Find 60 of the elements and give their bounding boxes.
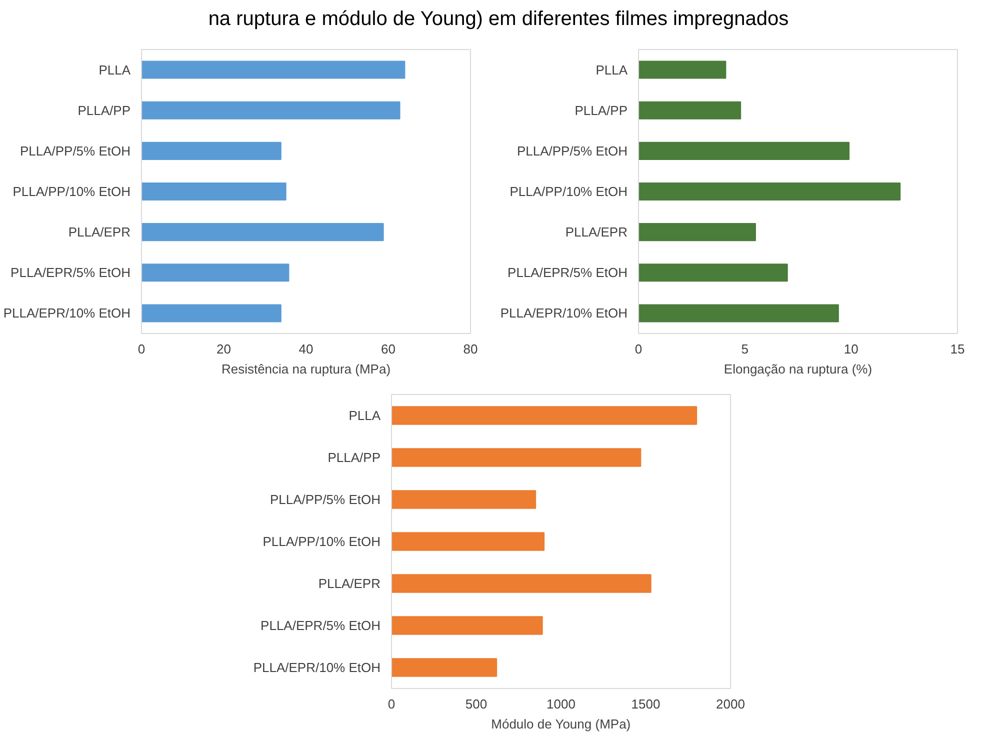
x-tick-label: 1000 [546,696,576,712]
y-tick-label: PLLA/PP [78,102,131,118]
y-tick-label: PLLA/EPR [68,224,131,240]
y-tick-label: PLLA/EPR/5% EtOH [508,265,628,280]
y-tick-label: PLLA/PP/10% EtOH [262,534,380,549]
bar [638,304,839,322]
bar [638,142,850,160]
bar [142,223,384,242]
bar [638,182,901,201]
y-tick-label: PLLA/PP/5% EtOH [270,492,381,507]
y-tick-label: PLLA/PP/5% EtOH [20,143,131,158]
bar [142,304,282,322]
y-tick-label: PLLA/EPR [318,576,381,591]
bar [638,60,726,79]
x-tick-label: 2000 [716,696,745,712]
y-tick-label: PLLA [596,62,628,78]
bar [392,658,498,677]
x-tick-label: 15 [950,342,965,356]
bar [638,101,742,120]
x-tick-label: 500 [465,696,488,712]
y-tick-label: PLLA [348,408,381,423]
y-tick-label: PLLA [98,62,131,78]
y-tick-label: PLLA/PP [328,450,381,465]
bar [142,182,286,201]
x-tick-label: 5 [741,342,748,356]
bar [142,142,282,160]
y-tick-label: PLLA/EPR/10% EtOH [3,306,131,321]
x-tick-label: 10 [844,342,858,356]
y-tick-label: PLLA/EPR/5% EtOH [10,265,131,280]
x-tick-label: 1500 [631,696,660,712]
y-tick-label: PLLA/EPR [565,224,628,240]
bar [638,223,756,242]
y-tick-label: PLLA/PP/5% EtOH [516,143,628,158]
x-axis-title: Resistência na ruptura (MPa) [221,362,391,376]
x-tick-label: 60 [381,342,396,356]
y-tick-label: PLLA/PP [574,102,628,118]
x-tick-label: 20 [216,342,231,356]
chart-title: na ruptura e módulo de Young) em diferentes filmes impregnados [208,7,789,32]
bar [638,264,788,282]
bar [392,490,536,509]
y-tick-label: PLLA/EPR/10% EtOH [500,306,628,321]
bar [142,60,406,79]
bar [392,532,545,551]
x-tick-label: 0 [388,696,396,712]
x-tick-label: 80 [463,342,478,356]
y-tick-label: PLLA/EPR/10% EtOH [253,660,381,675]
y-tick-label: PLLA/PP/10% EtOH [510,184,628,199]
bar [392,616,543,635]
y-tick-label: PLLA/PP/10% EtOH [12,184,130,199]
x-axis-title: Módulo de Young (MPa) [491,716,631,732]
bar [392,574,652,593]
bar [142,101,400,120]
bar [392,406,698,425]
y-tick-label: PLLA/EPR/5% EtOH [260,618,381,633]
x-tick-label: 0 [634,342,642,356]
bar [142,264,290,282]
x-axis-title: Elongação na ruptura (%) [724,362,872,376]
x-tick-label: 0 [138,342,146,356]
x-tick-label: 40 [298,342,314,356]
bar [392,448,642,467]
